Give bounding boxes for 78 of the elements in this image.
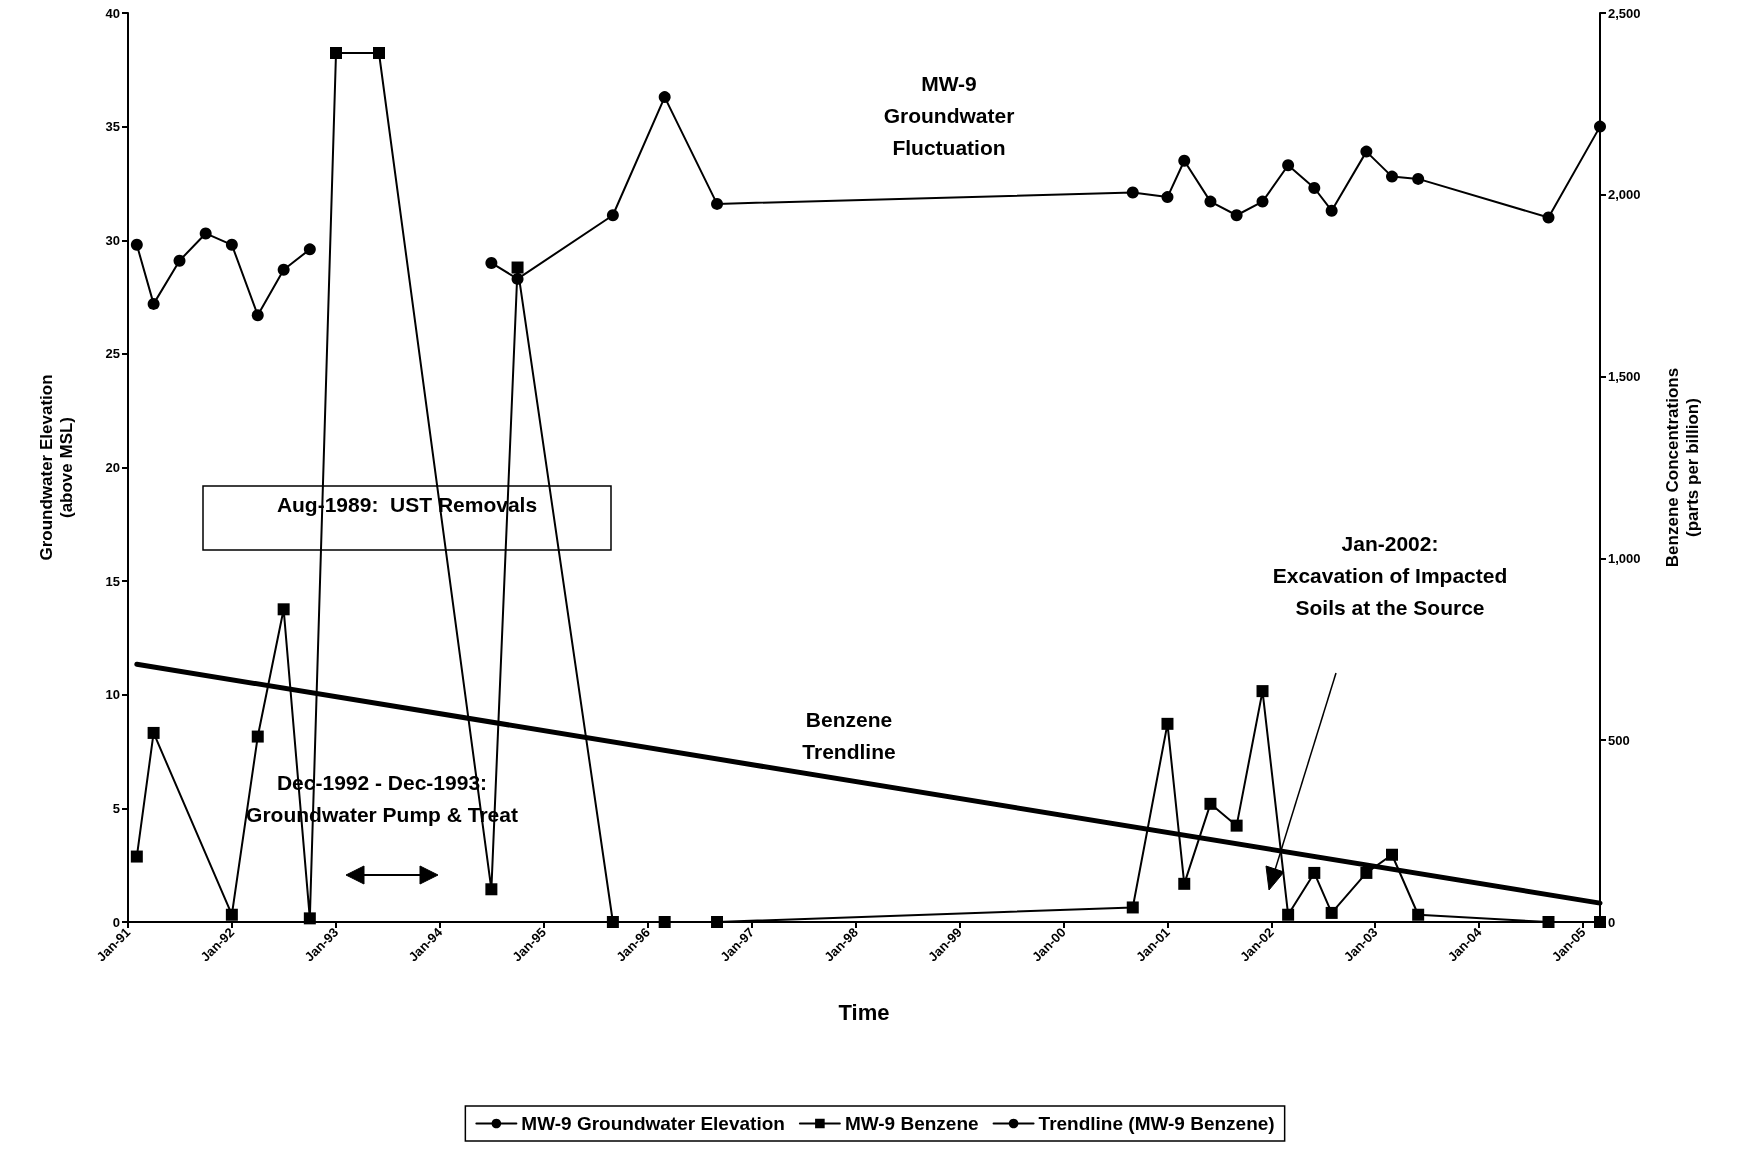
point <box>303 243 316 256</box>
point <box>1360 145 1373 158</box>
point <box>1230 819 1243 832</box>
point <box>606 916 619 928</box>
point <box>173 254 186 267</box>
point <box>1385 848 1398 861</box>
point <box>1161 191 1174 204</box>
point <box>372 47 385 59</box>
annotation: MW-9 Groundwater Fluctuation <box>883 71 1015 159</box>
y2-tick-label: 500 <box>1608 732 1630 748</box>
point <box>1308 866 1321 879</box>
legend-label: Trendline (MW-9 Benzene) <box>1038 1113 1275 1134</box>
point <box>511 272 524 285</box>
point <box>1204 195 1217 208</box>
point <box>711 916 724 928</box>
point <box>606 209 619 222</box>
point <box>485 256 498 269</box>
point <box>1360 866 1373 879</box>
point <box>1542 211 1555 224</box>
point <box>130 238 143 251</box>
point <box>225 238 238 251</box>
y2-tick-label: 2,500 <box>1608 5 1641 21</box>
y2-tick-label: 1,000 <box>1608 550 1641 566</box>
point <box>1161 717 1174 730</box>
point <box>1594 916 1606 928</box>
y-tick-label: 0 <box>112 914 120 930</box>
point <box>130 850 143 863</box>
point <box>1282 159 1295 172</box>
y-tick-label: 30 <box>105 232 120 248</box>
point <box>485 883 498 896</box>
y-tick-label: 20 <box>105 460 120 475</box>
legend-label: MW-9 Groundwater Elevation <box>521 1113 785 1134</box>
point <box>1204 797 1217 810</box>
annotation: Benzene Trendline <box>802 707 896 763</box>
point <box>225 908 238 921</box>
point <box>251 730 264 743</box>
point <box>1386 170 1398 183</box>
y-tick-label: 5 <box>112 800 120 816</box>
point <box>1412 172 1425 185</box>
y2-tick-label: 1,500 <box>1608 369 1641 385</box>
annotation: Jan-2002: Excavation of Impacted Soils at the Source <box>1272 531 1508 619</box>
point <box>511 261 524 274</box>
point <box>1126 901 1139 914</box>
point <box>1412 908 1425 921</box>
point <box>1256 685 1269 698</box>
point <box>147 726 160 739</box>
y-tick-label: 35 <box>105 119 120 135</box>
point <box>147 297 160 310</box>
point <box>1542 916 1555 928</box>
point <box>251 309 264 322</box>
y2-tick-label: 0 <box>1608 914 1616 930</box>
point <box>330 47 343 59</box>
point <box>303 912 316 925</box>
y2-tick-label: 2,000 <box>1608 187 1641 203</box>
point <box>1594 120 1606 133</box>
point <box>1308 181 1321 194</box>
y-tick-label: 40 <box>105 5 120 21</box>
point <box>277 603 290 616</box>
legend-label: MW-9 Benzene <box>844 1113 979 1134</box>
x-axis-title: Time <box>838 999 890 1025</box>
point <box>1230 209 1243 222</box>
point <box>711 197 724 210</box>
y-tick-label: 25 <box>105 346 120 362</box>
point <box>1126 186 1139 199</box>
point <box>658 91 671 104</box>
point <box>1178 154 1191 167</box>
point <box>1325 204 1338 217</box>
point <box>1325 906 1338 919</box>
point <box>1178 877 1191 890</box>
point <box>277 263 290 276</box>
point <box>1282 908 1295 921</box>
y2-axis-title: Benzene Concentrations (parts per billion) <box>1662 367 1702 568</box>
y-axis-title: Groundwater Elevation (above MSL) <box>36 374 76 561</box>
point <box>658 916 671 928</box>
point <box>199 227 212 240</box>
y-tick-label: 10 <box>105 687 120 703</box>
point <box>1256 195 1269 208</box>
y-tick-label: 15 <box>105 573 120 589</box>
